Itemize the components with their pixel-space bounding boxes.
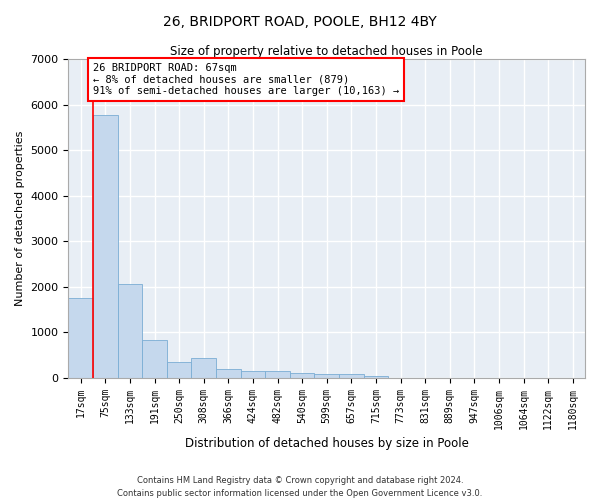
Title: Size of property relative to detached houses in Poole: Size of property relative to detached ho… bbox=[170, 45, 483, 58]
Bar bbox=[142, 340, 167, 378]
Y-axis label: Number of detached properties: Number of detached properties bbox=[15, 131, 25, 306]
Bar bbox=[314, 374, 339, 378]
Bar bbox=[191, 358, 216, 378]
Bar bbox=[216, 368, 241, 378]
Text: 26 BRIDPORT ROAD: 67sqm
← 8% of detached houses are smaller (879)
91% of semi-de: 26 BRIDPORT ROAD: 67sqm ← 8% of detached… bbox=[93, 63, 399, 96]
X-axis label: Distribution of detached houses by size in Poole: Distribution of detached houses by size … bbox=[185, 437, 469, 450]
Bar bbox=[93, 114, 118, 378]
Bar bbox=[364, 376, 388, 378]
Bar bbox=[68, 298, 93, 378]
Bar bbox=[339, 374, 364, 378]
Bar bbox=[241, 370, 265, 378]
Text: Contains HM Land Registry data © Crown copyright and database right 2024.
Contai: Contains HM Land Registry data © Crown c… bbox=[118, 476, 482, 498]
Bar bbox=[290, 374, 314, 378]
Bar bbox=[265, 372, 290, 378]
Bar bbox=[167, 362, 191, 378]
Bar bbox=[118, 284, 142, 378]
Text: 26, BRIDPORT ROAD, POOLE, BH12 4BY: 26, BRIDPORT ROAD, POOLE, BH12 4BY bbox=[163, 15, 437, 29]
